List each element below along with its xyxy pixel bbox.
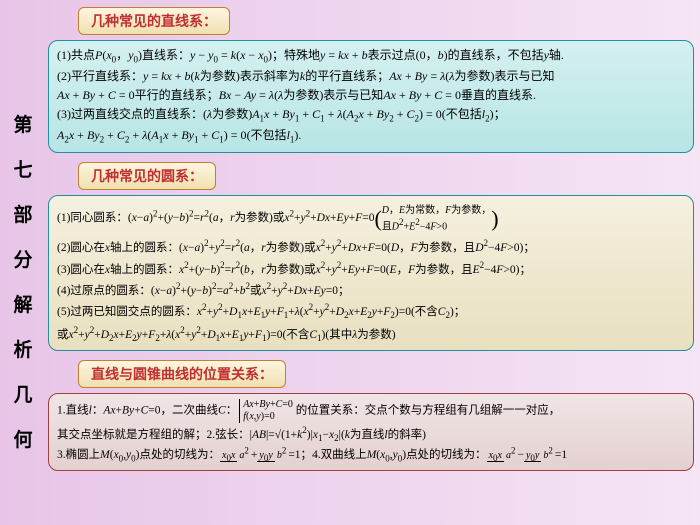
sidebar-title: 第 七 部 分 解 析 几 何 <box>8 110 38 452</box>
sidebar-char: 析 <box>13 335 32 362</box>
line: 1.直线l：Ax+By+C=0，二次曲线C：Ax+By+C=0f(x,y)=0 … <box>57 399 685 423</box>
line: 3.椭圆上M(x0,y0)点处的切线为：x0xa2+y0yb2=1；4.双曲线上… <box>57 446 685 466</box>
main-content: 几种常见的直线系： (1)共点P(x0，y0)直线系：y − y0 = k(x … <box>48 0 694 471</box>
sidebar-char: 第 <box>13 110 32 137</box>
sidebar-char: 解 <box>13 290 32 317</box>
line: (1)共点P(x0，y0)直线系：y − y0 = k(x − x0)；特殊地y… <box>57 46 685 67</box>
line: (2)圆心在x轴上的圆系：(x−a)2+y2=r2(a，r为参数)或x2+y2+… <box>57 236 685 257</box>
line: Ax + By + C = 0平行的直线系；Bx − Ay = λ(λ为参数)表… <box>57 86 685 105</box>
sidebar-char: 七 <box>13 155 32 182</box>
line: (3)圆心在x轴上的圆系：x2+(y−b)2=r2(b，r为参数)或x2+y2+… <box>57 258 685 279</box>
line: (5)过两已知圆交点的圆系：x2+y2+D1x+E1y+F1+λ(x2+y2+D… <box>57 300 685 323</box>
line: 其交点坐标就是方程组的解；2.弦长：|AB|=√(1+k2)|x1−x2|(k为… <box>57 423 685 446</box>
line: (1)同心圆系：(x−a)2+(y−b)2=r2(a，r为参数)或x2+y2+D… <box>57 201 685 236</box>
box-circles: (1)同心圆系：(x−a)2+(y−b)2=r2(a，r为参数)或x2+y2+D… <box>48 195 694 351</box>
line: (3)过两直线交点的直线系：(λ为参数)A1x + By1 + C1 + λ(A… <box>57 105 685 126</box>
section-header-2: 几种常见的圆系： <box>78 162 216 190</box>
line: (4)过原点的圆系：(x−a)2+(y−b)2=a2+b2或x2+y2+Dx+E… <box>57 279 685 300</box>
section-header-1: 几种常见的直线系： <box>78 7 230 35</box>
box-lines: (1)共点P(x0，y0)直线系：y − y0 = k(x − x0)；特殊地y… <box>48 40 694 153</box>
line: 或x2+y2+D2x+E2y+F2+λ(x2+y2+D1x+E1y+F1)=0(… <box>57 323 685 346</box>
box-conic: 1.直线l：Ax+By+C=0，二次曲线C：Ax+By+C=0f(x,y)=0 … <box>48 393 694 471</box>
sidebar-char: 何 <box>13 425 32 452</box>
line: (2)平行直线系：y = kx + b(k为参数)表示斜率为k的平行直线系；Ax… <box>57 67 685 86</box>
line: A2x + By2 + C2 + λ(A1x + By1 + C1) = 0(不… <box>57 126 685 147</box>
section-header-3: 直线与圆锥曲线的位置关系： <box>78 360 286 388</box>
sidebar-char: 几 <box>13 380 32 407</box>
sidebar-char: 分 <box>13 245 32 272</box>
sidebar-char: 部 <box>13 200 32 227</box>
